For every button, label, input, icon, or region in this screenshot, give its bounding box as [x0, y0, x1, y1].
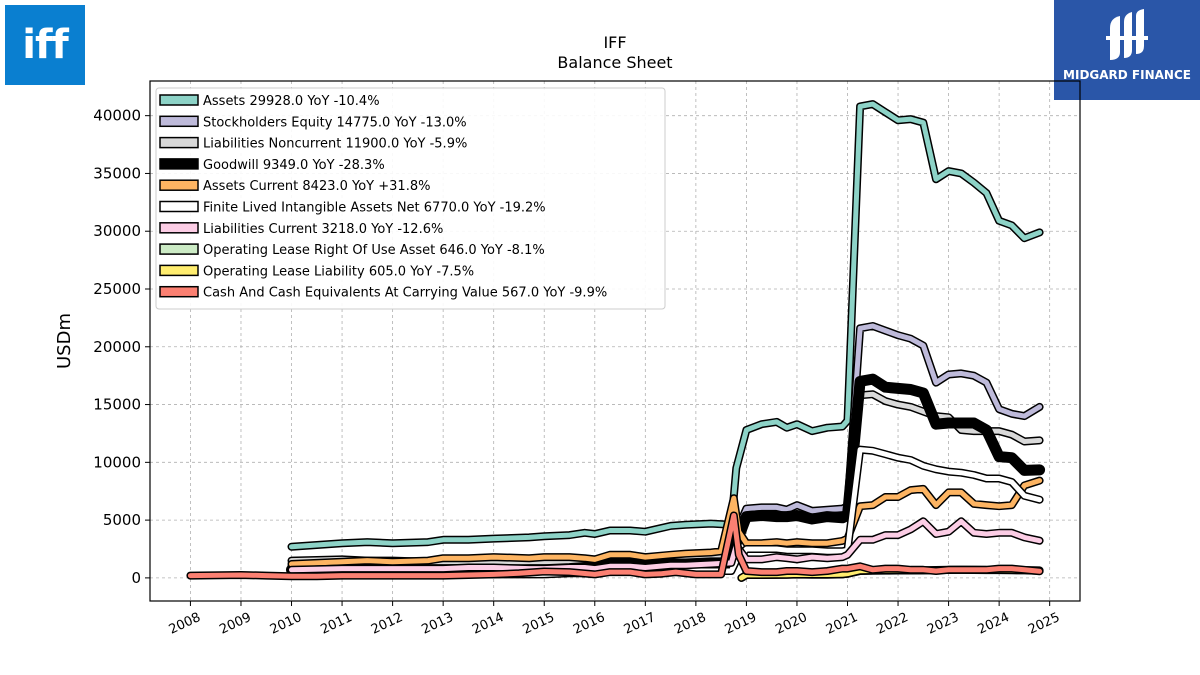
x-axis-ticks: 2008 2009 2010 2011 2012 2013 2014 2015 2016 2017…: [167, 601, 1062, 638]
y-axis-ticks: 0 5000 10000 15000 20000 25000 30000 35000 40000: [93, 107, 150, 587]
legend-swatch: [159, 158, 199, 170]
y-tick-label: 5000: [103, 511, 141, 529]
midgard-logo-mark-icon: [1106, 9, 1148, 60]
x-tick-label: 2025: [1026, 610, 1062, 638]
legend-item: Operating Lease Right Of Use Asset 646.0…: [159, 243, 545, 258]
x-tick-label: 2019: [723, 610, 759, 638]
x-tick-label: 2012: [369, 610, 405, 638]
y-tick-label: 0: [131, 569, 141, 587]
chart-title: IFF: [603, 33, 626, 52]
legend-item: Liabilities Noncurrent 11900.0 YoY -5.9%: [159, 136, 467, 152]
legend-label: Goodwill 9349.0 YoY -28.3%: [203, 158, 385, 173]
series-9: [186, 511, 1044, 581]
legend-label: Liabilities Noncurrent 11900.0 YoY -5.9%: [203, 137, 467, 152]
iff-logo-text: iff: [22, 22, 69, 68]
y-tick-label: 10000: [93, 453, 141, 471]
legend-label: Assets Current 8423.0 YoY +31.8%: [203, 179, 430, 194]
legend-item: Cash And Cash Equivalents At Carrying Va…: [159, 285, 607, 301]
x-tick-label: 2009: [217, 610, 253, 638]
legend-swatch: [159, 94, 199, 106]
legend-swatch: [159, 243, 199, 255]
legend-swatch: [159, 200, 199, 213]
x-tick-label: 2021: [824, 610, 860, 638]
x-tick-label: 2020: [773, 610, 809, 638]
x-tick-label: 2013: [420, 610, 456, 638]
legend-label: Liabilities Current 3218.0 YoY -12.6%: [203, 222, 443, 237]
series-line: [289, 478, 1043, 567]
grid: [150, 81, 1080, 601]
x-tick-label: 2008: [167, 610, 203, 638]
legend-swatch: [159, 264, 199, 277]
x-tick-label: 2016: [571, 610, 607, 638]
series-4: [287, 476, 1044, 568]
y-axis-label: USDm: [54, 313, 75, 369]
legend-label: Finite Lived Intangible Assets Net 6770.…: [203, 201, 546, 216]
legend-label: Stockholders Equity 14775.0 YoY -13.0%: [203, 115, 467, 130]
x-tick-label: 2024: [975, 610, 1011, 638]
series-0: [287, 100, 1044, 551]
legend: Assets 29928.0 YoY -10.4% Stockholders Eq…: [155, 87, 666, 310]
legend-swatch: [159, 179, 199, 191]
x-tick-label: 2015: [521, 610, 557, 638]
y-tick-label: 20000: [93, 338, 141, 356]
legend-item: Assets Current 8423.0 YoY +31.8%: [159, 179, 430, 194]
legend-label: Assets 29928.0 YoY -10.4%: [203, 94, 380, 109]
legend-item: Assets 29928.0 YoY -10.4%: [159, 94, 380, 109]
legend-swatch: [159, 222, 199, 234]
legend-swatch: [159, 285, 199, 298]
x-tick-label: 2014: [470, 610, 506, 638]
legend-swatch: [159, 115, 199, 128]
x-tick-label: 2010: [268, 610, 304, 638]
series-line: [289, 101, 1043, 550]
series-line: [289, 518, 1043, 573]
series-2: [287, 390, 1044, 567]
midgard-logo-text: MIDGARD FINANCE: [1063, 68, 1191, 82]
series-line: [187, 513, 1043, 579]
plot-frame: [149, 80, 1081, 602]
x-tick-label: 2022: [874, 610, 910, 638]
iff-logo: iff: [5, 5, 85, 85]
series-line: [289, 391, 1043, 566]
legend-label: Operating Lease Right Of Use Asset 646.0…: [203, 243, 545, 258]
series-lines: [186, 100, 1046, 582]
x-tick-label: 2011: [318, 610, 354, 638]
y-tick-label: 25000: [93, 280, 141, 298]
y-tick-label: 35000: [93, 164, 141, 182]
y-tick-label: 40000: [93, 107, 141, 125]
legend-box: [155, 87, 666, 310]
y-tick-label: 15000: [93, 396, 141, 414]
legend-item: Finite Lived Intangible Assets Net 6770.…: [159, 200, 546, 216]
series-6: [287, 517, 1044, 574]
legend-item: Goodwill 9349.0 YoY -28.3%: [159, 158, 385, 173]
x-tick-label: 2023: [925, 610, 961, 638]
legend-label: Operating Lease Liability 605.0 YoY -7.5…: [203, 264, 474, 279]
legend-label: Cash And Cash Equivalents At Carrying Va…: [203, 286, 607, 301]
midgard-finance-logo: MIDGARD FINANCE: [1054, 0, 1200, 100]
series-line-outline: [287, 390, 1044, 567]
y-tick-label: 30000: [93, 222, 141, 240]
legend-item: Liabilities Current 3218.0 YoY -12.6%: [159, 222, 443, 237]
legend-swatch: [159, 136, 199, 149]
chart-subtitle: Balance Sheet: [557, 53, 672, 72]
x-tick-label: 2018: [672, 610, 708, 638]
legend-item: Stockholders Equity 14775.0 YoY -13.0%: [159, 115, 467, 130]
legend-item: Operating Lease Liability 605.0 YoY -7.5…: [159, 264, 474, 279]
x-tick-label: 2017: [622, 610, 658, 638]
